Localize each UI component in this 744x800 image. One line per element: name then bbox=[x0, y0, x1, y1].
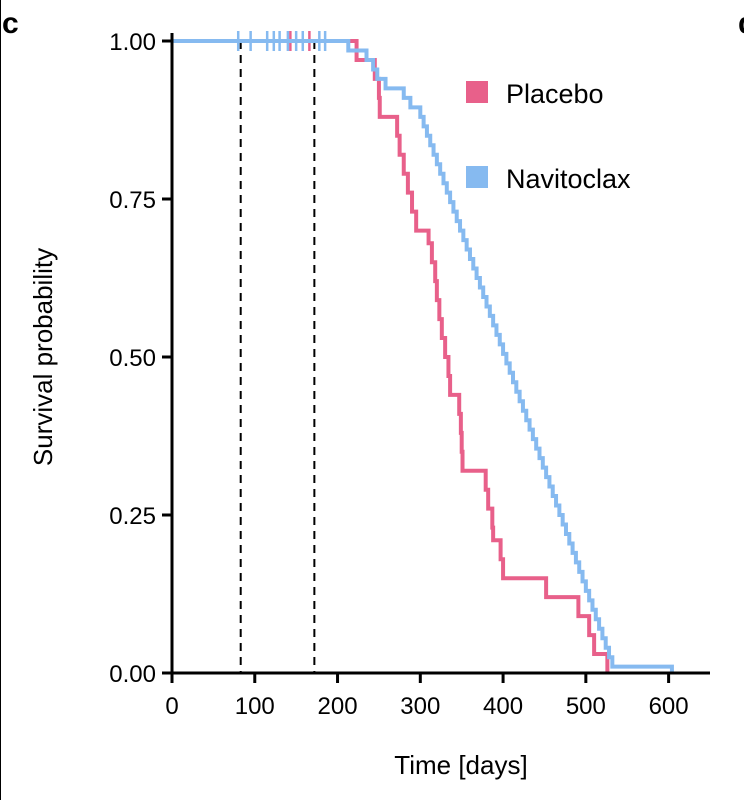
series-line-placebo bbox=[172, 39, 610, 673]
x-tick-label: 600 bbox=[649, 693, 689, 720]
x-tick-label: 300 bbox=[400, 693, 440, 720]
y-tick-label: 0.25 bbox=[109, 503, 156, 530]
x-tick-label: 100 bbox=[235, 693, 275, 720]
plot-area: 0.00 0.25 0.50 0.75 1.00 0 100 200 300 400 500 600 T… bbox=[28, 29, 710, 780]
legend-swatch-placebo bbox=[466, 81, 488, 103]
y-tick-label: 0.50 bbox=[109, 345, 156, 372]
y-axis-title: Survival probability bbox=[28, 248, 58, 466]
x-tick-label: 200 bbox=[318, 693, 358, 720]
legend-label-placebo: Placebo bbox=[506, 79, 604, 109]
legend-label-navitoclax: Navitoclax bbox=[506, 164, 631, 194]
x-tick-label: 500 bbox=[566, 693, 606, 720]
x-tick-label: 400 bbox=[483, 693, 523, 720]
panel-letter-d: d bbox=[738, 7, 744, 40]
panel-letter-c: c bbox=[2, 7, 19, 40]
x-axis-title: Time [days] bbox=[394, 750, 527, 780]
series-line-navitoclax bbox=[172, 39, 674, 673]
x-tick-label: 0 bbox=[165, 693, 178, 720]
y-tick-label: 0.00 bbox=[109, 661, 156, 688]
y-tick-label: 1.00 bbox=[109, 29, 156, 56]
legend-swatch-navitoclax bbox=[466, 166, 488, 188]
y-tick-label: 0.75 bbox=[109, 187, 156, 214]
